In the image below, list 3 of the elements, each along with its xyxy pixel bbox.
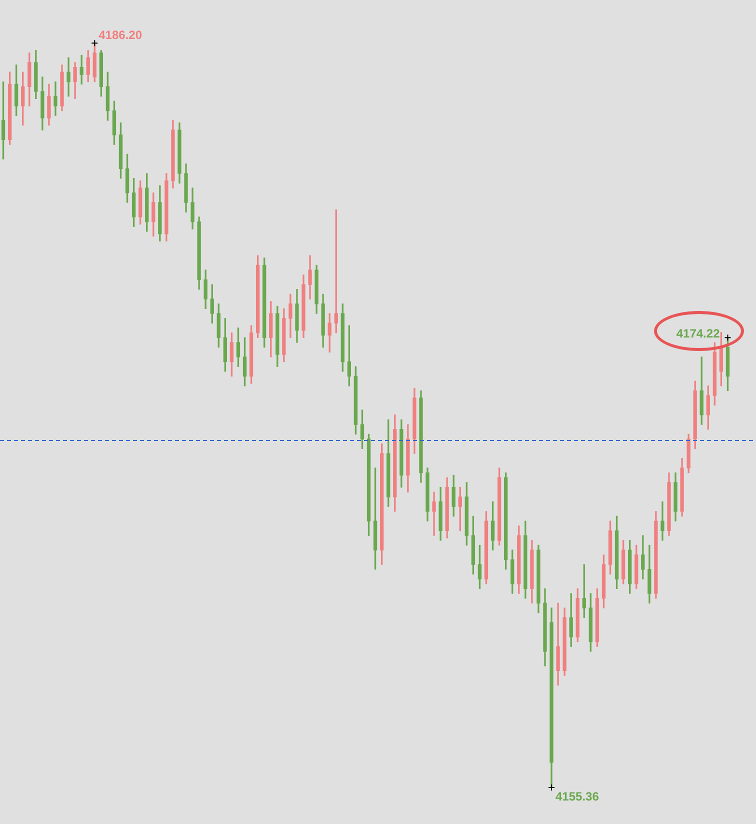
text: 4155.36	[556, 790, 600, 804]
annotation: 4174.22	[676, 326, 720, 341]
text: 4186.20	[98, 28, 142, 42]
